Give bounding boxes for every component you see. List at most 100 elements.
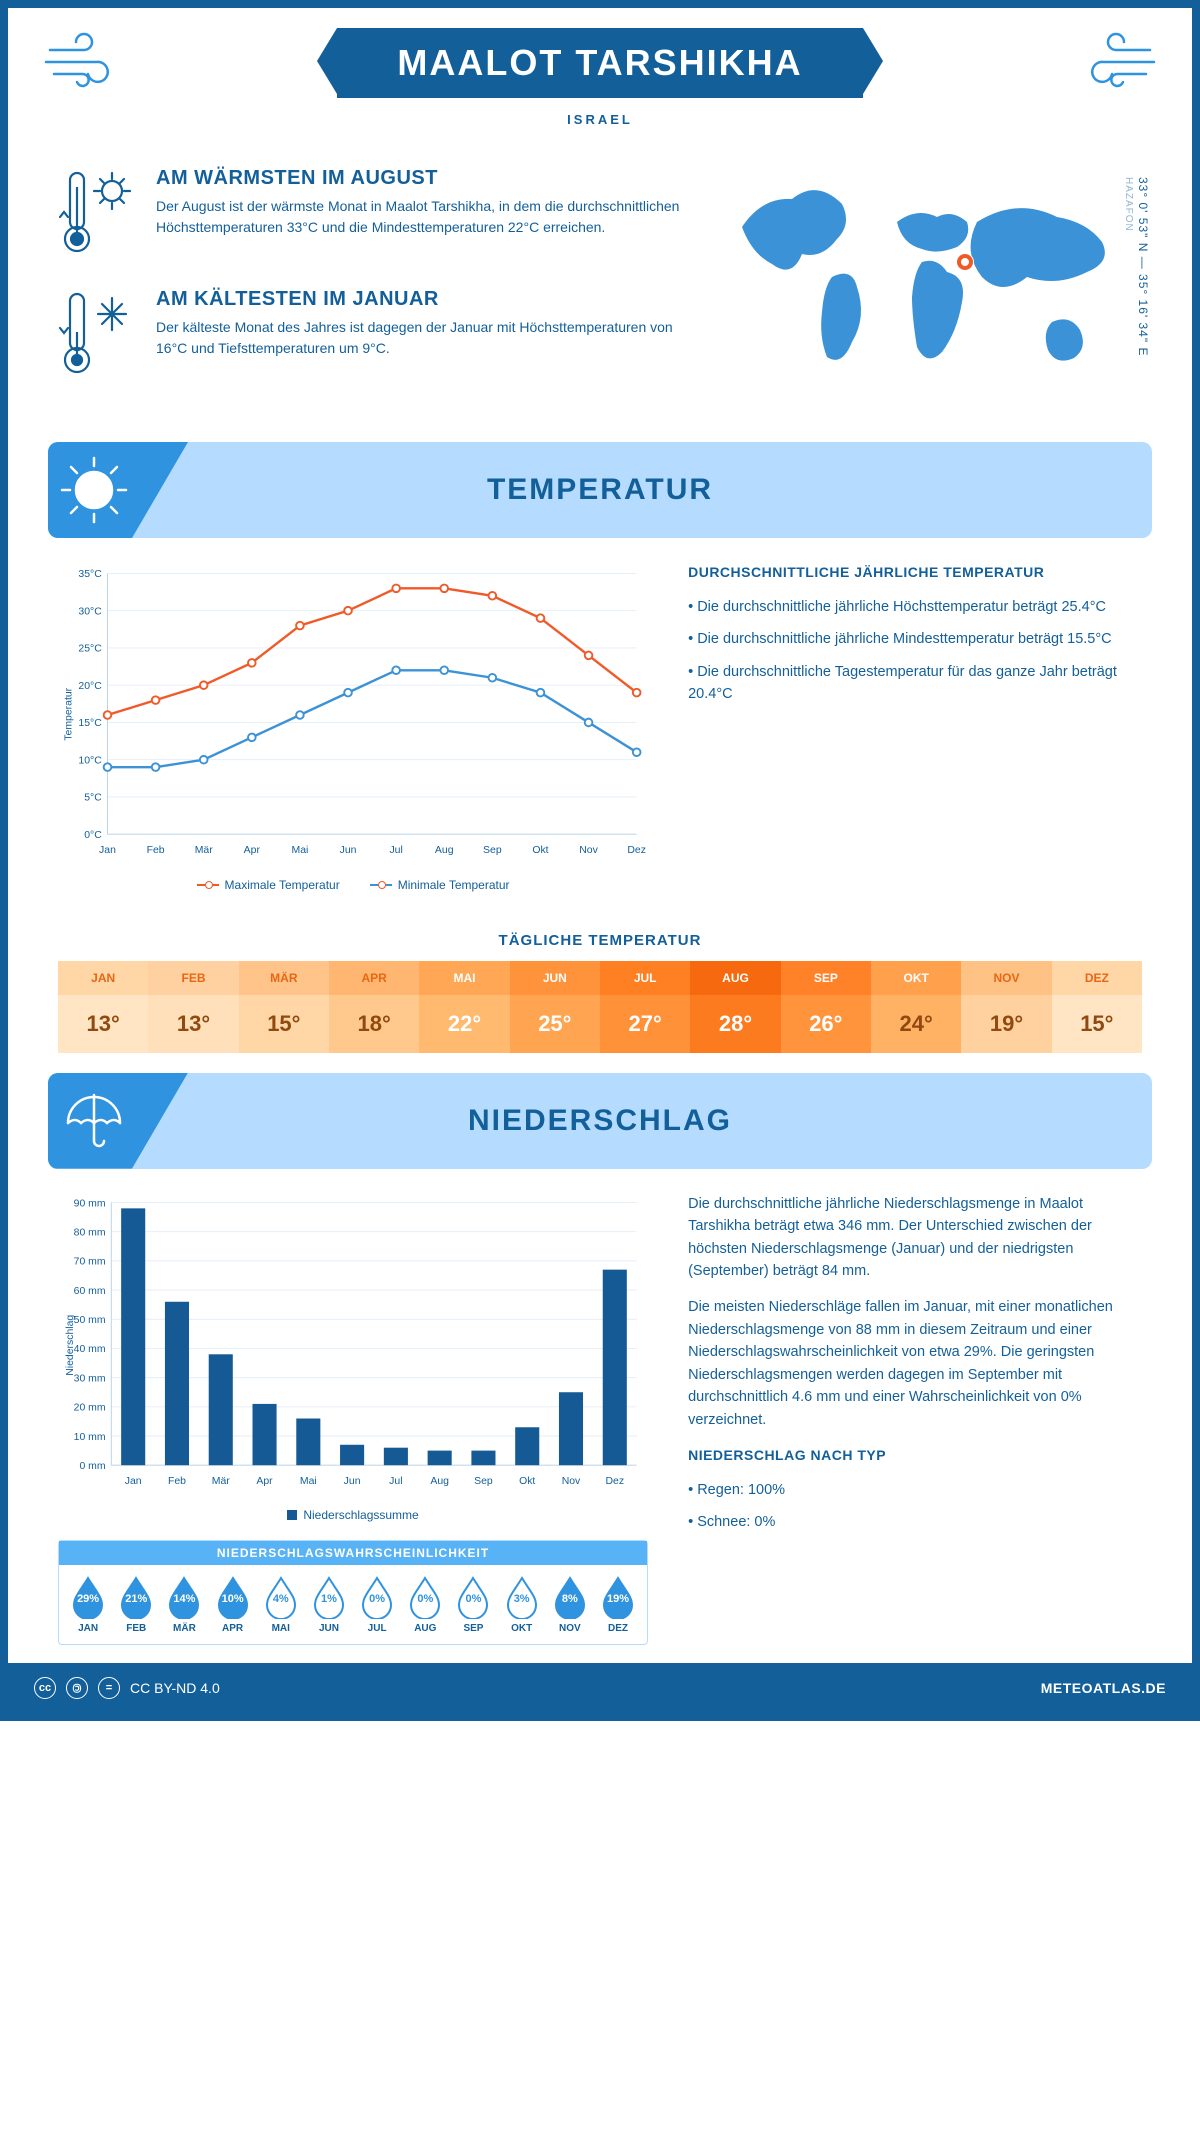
svg-text:Dez: Dez [605,1476,624,1487]
drop-icon: 29% [70,1575,106,1619]
svg-text:Feb: Feb [147,845,165,856]
temp-value: 22° [419,995,509,1053]
prob-cell: 10% APR [210,1575,256,1634]
prob-cell: 0% AUG [402,1575,448,1634]
svg-text:Mai: Mai [291,845,308,856]
temp-value: 25° [510,995,600,1053]
temp-value: 18° [329,995,419,1053]
temp-value: 24° [871,995,961,1053]
prob-cell: 14% MÄR [161,1575,207,1634]
chart-legend: .legend-swatch:nth-child(1)::after{borde… [58,878,648,892]
svg-text:40 mm: 40 mm [74,1344,106,1355]
summary-bullet: • Die durchschnittliche jährliche Mindes… [688,628,1142,650]
svg-text:Nov: Nov [562,1476,581,1487]
svg-text:Mär: Mär [195,845,214,856]
thermometer-snow-icon [58,288,138,383]
temp-value: 27° [600,995,690,1053]
month-header: AUG [690,961,780,995]
prob-cell: 0% SEP [450,1575,496,1634]
precip-type-bullet: • Schnee: 0% [688,1511,1142,1533]
coords-label: 33° 0' 53" N — 35° 16' 34" E [1136,177,1150,356]
month-header: APR [329,961,419,995]
month-header: JUN [510,961,600,995]
fact-heading: AM WÄRMSTEN IM AUGUST [156,167,686,190]
page-title: MAALOT TARSHIKHA [337,28,862,98]
drop-icon: 3% [504,1575,540,1619]
svg-text:Sep: Sep [483,845,502,856]
section-title: NIEDERSCHLAG [468,1104,732,1138]
month-header: JAN [58,961,148,995]
nd-icon: = [98,1677,120,1699]
page-subtitle: ISRAEL [38,112,1162,127]
svg-text:Aug: Aug [435,845,454,856]
svg-text:Temperatur: Temperatur [63,687,74,740]
drop-icon: 1% [311,1575,347,1619]
fact-coldest: AM KÄLTESTEN IM JANUAR Der kälteste Mona… [58,288,686,383]
chart-legend: Niederschlagssumme [58,1508,648,1522]
temp-value: 15° [239,995,329,1053]
month-header: DEZ [1052,961,1142,995]
prob-cell: 21% FEB [113,1575,159,1634]
precip-type-bullet: • Regen: 100% [688,1479,1142,1501]
month-header: NOV [961,961,1051,995]
svg-text:Okt: Okt [519,1476,535,1487]
svg-text:30°C: 30°C [78,606,102,617]
temperature-content: 0°C5°C10°C15°C20°C25°C30°C35°CJanFebMärA… [8,562,1192,910]
month-header: JUL [600,961,690,995]
infographic: MAALOT TARSHIKHA ISRAEL [0,0,1200,1721]
drop-icon: 0% [407,1575,443,1619]
fact-warmest: AM WÄRMSTEN IM AUGUST Der August ist der… [58,167,686,262]
legend-label: Niederschlagssumme [303,1508,418,1522]
svg-text:Okt: Okt [532,845,548,856]
svg-text:Dez: Dez [627,845,646,856]
section-header-precipitation: NIEDERSCHLAG [48,1073,1152,1169]
precipitation-probability: NIEDERSCHLAGSWAHRSCHEINLICHKEIT 29% JAN … [58,1540,648,1645]
section-title: TEMPERATUR [487,473,713,507]
license-label: CC BY-ND 4.0 [130,1680,220,1696]
month-header: OKT [871,961,961,995]
svg-text:0°C: 0°C [84,830,102,841]
svg-text:50 mm: 50 mm [74,1315,106,1326]
daily-temp-table: JANFEBMÄRAPRMAIJUNJULAUGSEPOKTNOVDEZ13°1… [58,961,1142,1053]
svg-text:0 mm: 0 mm [79,1461,105,1472]
temp-value: 13° [148,995,238,1053]
prob-cell: 4% MAI [258,1575,304,1634]
temp-value: 13° [58,995,148,1053]
precipitation-content: 0 mm10 mm20 mm30 mm40 mm50 mm60 mm70 mm8… [8,1193,1192,1664]
temp-value: 19° [961,995,1051,1053]
svg-text:Apr: Apr [256,1476,273,1487]
month-header: FEB [148,961,238,995]
svg-text:60 mm: 60 mm [74,1285,106,1296]
temp-value: 15° [1052,995,1142,1053]
svg-text:80 mm: 80 mm [74,1227,106,1238]
cc-icon: cc [34,1677,56,1699]
svg-text:90 mm: 90 mm [74,1198,106,1209]
svg-text:Jul: Jul [389,1476,402,1487]
region-label: HAZAFON [1123,177,1134,232]
drop-icon: 21% [118,1575,154,1619]
section-header-temperature: TEMPERATUR [48,442,1152,538]
svg-text:Niederschlag: Niederschlag [65,1314,76,1375]
svg-text:5°C: 5°C [84,793,102,804]
prob-cell: 3% OKT [499,1575,545,1634]
svg-text:Sep: Sep [474,1476,493,1487]
drop-icon: 10% [215,1575,251,1619]
precipitation-bar-chart: 0 mm10 mm20 mm30 mm40 mm50 mm60 mm70 mm8… [58,1193,648,1498]
svg-text:Jan: Jan [125,1476,142,1487]
svg-text:10 mm: 10 mm [74,1431,106,1442]
temp-value: 26° [781,995,871,1053]
svg-text:Jun: Jun [344,1476,361,1487]
svg-text:25°C: 25°C [78,644,102,655]
svg-text:Mai: Mai [300,1476,317,1487]
summary-bullet: • Die durchschnittliche Tagestemperatur … [688,661,1142,706]
temp-value: 28° [690,995,780,1053]
svg-text:Aug: Aug [430,1476,449,1487]
prob-heading: NIEDERSCHLAGSWAHRSCHEINLICHKEIT [59,1541,647,1565]
prob-cell: 8% NOV [547,1575,593,1634]
brand-label: METEOATLAS.DE [1041,1680,1166,1696]
month-header: SEP [781,961,871,995]
facts-row: AM WÄRMSTEN IM AUGUST Der August ist der… [8,137,1192,422]
prob-cell: 0% JUL [354,1575,400,1634]
world-map: HAZAFON 33° 0' 53" N — 35° 16' 34" E [722,167,1142,412]
svg-text:Jul: Jul [389,845,402,856]
